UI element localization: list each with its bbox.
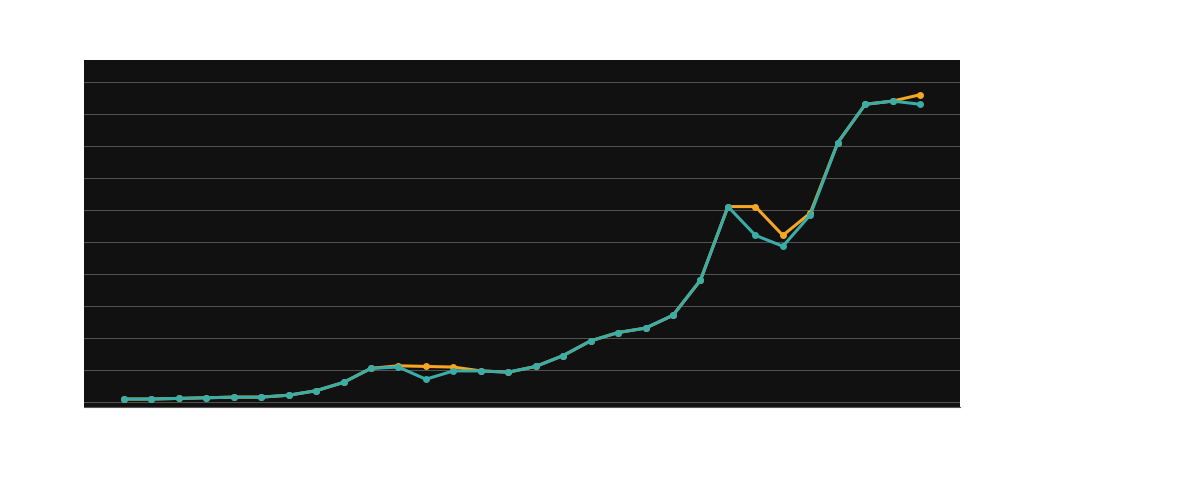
Diluted EPS From Continuing Operations xyxy=(803,212,817,218)
Diluted EPS From Continuing Operations xyxy=(913,101,928,107)
Diluted EPS From Continuing Operations xyxy=(694,277,708,283)
Diluted EPS From Continuing Operations, Excluding Certain Gains and Charges* xyxy=(474,368,488,374)
Diluted EPS From Continuing Operations, Excluding Certain Gains and Charges* xyxy=(556,353,570,359)
Diluted EPS From Continuing Operations xyxy=(721,204,736,210)
Diluted EPS From Continuing Operations, Excluding Certain Gains and Charges* xyxy=(446,364,461,370)
Diluted EPS From Continuing Operations xyxy=(611,329,625,335)
Diluted EPS From Continuing Operations xyxy=(254,394,269,400)
Diluted EPS From Continuing Operations, Excluding Certain Gains and Charges* xyxy=(172,395,186,401)
Diluted EPS From Continuing Operations, Excluding Certain Gains and Charges* xyxy=(638,325,653,331)
Diluted EPS From Continuing Operations, Excluding Certain Gains and Charges* xyxy=(419,364,433,370)
Diluted EPS From Continuing Operations, Excluding Certain Gains and Charges* xyxy=(830,140,845,146)
Diluted EPS From Continuing Operations, Excluding Certain Gains and Charges* xyxy=(199,395,214,401)
Diluted EPS From Continuing Operations, Excluding Certain Gains and Charges* xyxy=(144,396,158,402)
Diluted EPS From Continuing Operations xyxy=(308,388,323,394)
Diluted EPS From Continuing Operations xyxy=(749,233,763,239)
Diluted EPS From Continuing Operations xyxy=(502,369,516,375)
Diluted EPS From Continuing Operations xyxy=(391,364,406,370)
Diluted EPS From Continuing Operations, Excluding Certain Gains and Charges* xyxy=(694,277,708,283)
Diluted EPS From Continuing Operations xyxy=(281,392,295,398)
Diluted EPS From Continuing Operations, Excluding Certain Gains and Charges* xyxy=(913,92,928,98)
Diluted EPS From Continuing Operations, Excluding Certain Gains and Charges* xyxy=(775,233,790,239)
Diluted EPS From Continuing Operations xyxy=(858,101,872,107)
Diluted EPS From Continuing Operations, Excluding Certain Gains and Charges* xyxy=(528,364,542,370)
Diluted EPS From Continuing Operations, Excluding Certain Gains and Charges* xyxy=(336,379,350,385)
Diluted EPS From Continuing Operations xyxy=(227,394,241,400)
Diluted EPS From Continuing Operations xyxy=(474,368,488,374)
Diluted EPS From Continuing Operations, Excluding Certain Gains and Charges* xyxy=(281,392,295,398)
Diluted EPS From Continuing Operations xyxy=(446,368,461,374)
Diluted EPS From Continuing Operations xyxy=(144,396,158,402)
Diluted EPS From Continuing Operations, Excluding Certain Gains and Charges* xyxy=(227,394,241,400)
Diluted EPS From Continuing Operations xyxy=(528,364,542,370)
Diluted EPS From Continuing Operations, Excluding Certain Gains and Charges* xyxy=(502,369,516,375)
Diluted EPS From Continuing Operations, Excluding Certain Gains and Charges* xyxy=(803,210,817,216)
Diluted EPS From Continuing Operations, Excluding Certain Gains and Charges* xyxy=(886,98,900,104)
Diluted EPS From Continuing Operations xyxy=(556,353,570,359)
Diluted EPS From Continuing Operations xyxy=(336,379,350,385)
Diluted EPS From Continuing Operations, Excluding Certain Gains and Charges* xyxy=(583,338,598,344)
Diluted EPS From Continuing Operations xyxy=(583,338,598,344)
Diluted EPS From Continuing Operations, Excluding Certain Gains and Charges* xyxy=(254,394,269,400)
Diluted EPS From Continuing Operations, Excluding Certain Gains and Charges* xyxy=(749,204,763,210)
Diluted EPS From Continuing Operations, Excluding Certain Gains and Charges* xyxy=(391,363,406,369)
Diluted EPS From Continuing Operations xyxy=(830,140,845,146)
Line: Diluted EPS From Continuing Operations: Diluted EPS From Continuing Operations xyxy=(121,98,923,402)
Diluted EPS From Continuing Operations xyxy=(172,395,186,401)
Diluted EPS From Continuing Operations, Excluding Certain Gains and Charges* xyxy=(364,366,378,372)
Line: Diluted EPS From Continuing Operations, Excluding Certain Gains and Charges*: Diluted EPS From Continuing Operations, … xyxy=(121,92,923,402)
Diluted EPS From Continuing Operations, Excluding Certain Gains and Charges* xyxy=(116,396,131,402)
Diluted EPS From Continuing Operations xyxy=(364,366,378,372)
Diluted EPS From Continuing Operations xyxy=(775,243,790,249)
Diluted EPS From Continuing Operations xyxy=(638,325,653,331)
Diluted EPS From Continuing Operations xyxy=(419,376,433,382)
Diluted EPS From Continuing Operations xyxy=(116,396,131,402)
Diluted EPS From Continuing Operations xyxy=(199,395,214,401)
Diluted EPS From Continuing Operations, Excluding Certain Gains and Charges* xyxy=(611,329,625,335)
Diluted EPS From Continuing Operations, Excluding Certain Gains and Charges* xyxy=(858,101,872,107)
Diluted EPS From Continuing Operations, Excluding Certain Gains and Charges* xyxy=(308,388,323,394)
Diluted EPS From Continuing Operations, Excluding Certain Gains and Charges* xyxy=(666,312,680,318)
Diluted EPS From Continuing Operations, Excluding Certain Gains and Charges* xyxy=(721,204,736,210)
Diluted EPS From Continuing Operations xyxy=(886,98,900,104)
Diluted EPS From Continuing Operations xyxy=(666,312,680,318)
